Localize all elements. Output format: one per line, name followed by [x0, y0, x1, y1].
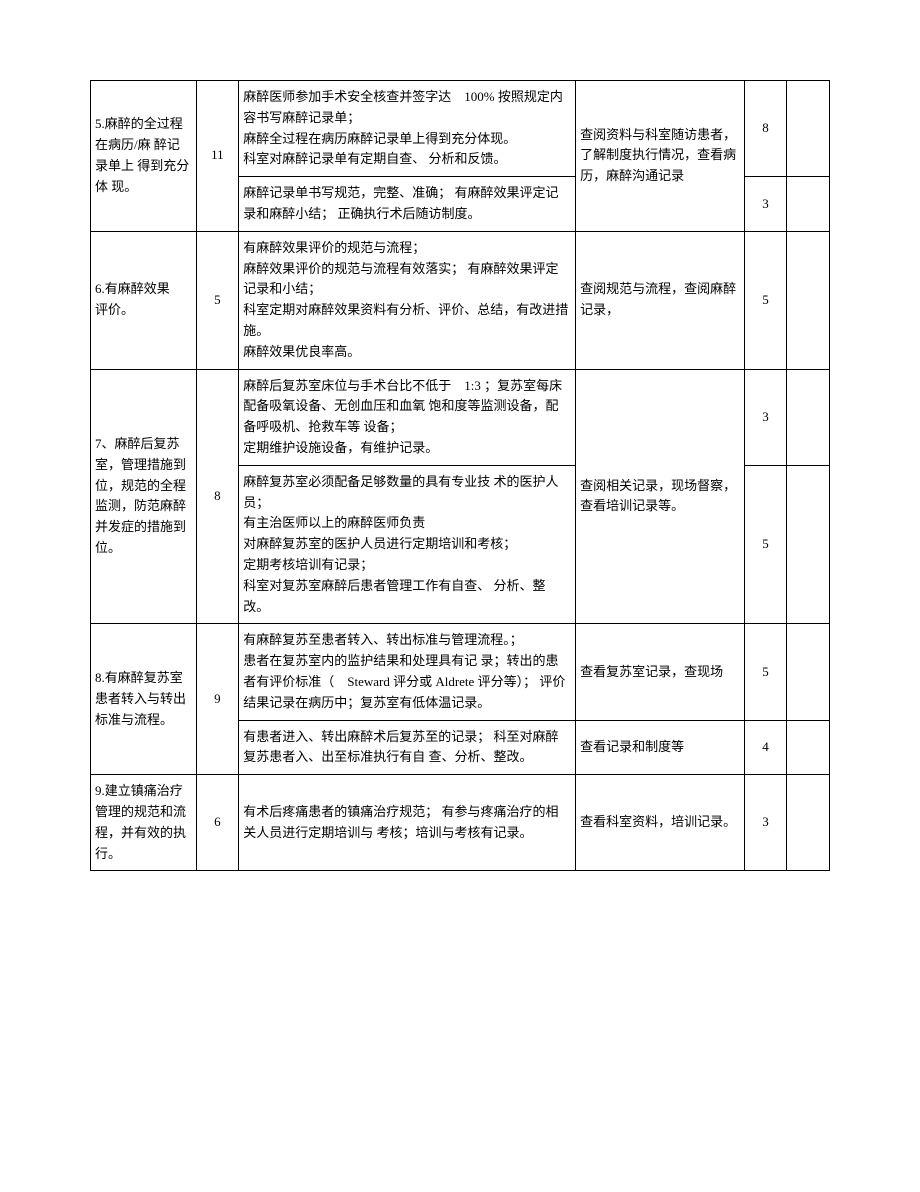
- blank-cell: [787, 81, 830, 177]
- criteria-cell: 麻醉医师参加手术安全核查并签字达 100% 按照规定内容书写麻醉记录单；麻醉全过…: [239, 81, 576, 177]
- evaluation-table: 5.麻醉的全过程在病历/麻 醉记录单上 得到充分体 现。 11 麻醉医师参加手术…: [90, 80, 830, 871]
- item-cell: 7、麻醉后复苏室，管理措施到位，规范的全程监测，防范麻醉并发症的措施到位。: [91, 369, 197, 624]
- blank-cell: [787, 231, 830, 369]
- criteria-cell: 麻醉记录单书写规范，完整、准确； 有麻醉效果评定记录和麻醉小结； 正确执行术后随…: [239, 177, 576, 232]
- sub-score-cell: 5: [744, 465, 787, 624]
- item-cell: 8.有麻醉复苏室患者转入与转出标准与流程。: [91, 624, 197, 775]
- blank-cell: [787, 624, 830, 720]
- criteria-cell: 有麻醉复苏至患者转入、转出标准与管理流程。；患者在复苏室内的监护结果和处理具有记…: [239, 624, 576, 720]
- blank-cell: [787, 775, 830, 871]
- criteria-cell: 有麻醉效果评价的规范与流程；麻醉效果评价的规范与流程有效落实； 有麻醉效果评定记…: [239, 231, 576, 369]
- table-row: 7、麻醉后复苏室，管理措施到位，规范的全程监测，防范麻醉并发症的措施到位。 8 …: [91, 369, 830, 465]
- blank-cell: [787, 177, 830, 232]
- method-cell: 查阅规范与流程，查阅麻醉记录，: [576, 231, 744, 369]
- method-cell: 查阅相关记录，现场督察，查看培训记录等。: [576, 369, 744, 624]
- blank-cell: [787, 720, 830, 775]
- item-cell: 9.建立镇痛治疗管理的规范和流程，并有效的执行。: [91, 775, 197, 871]
- sub-score-cell: 3: [744, 177, 787, 232]
- sub-score-cell: 8: [744, 81, 787, 177]
- table-row: 6.有麻醉效果 评价。 5 有麻醉效果评价的规范与流程；麻醉效果评价的规范与流程…: [91, 231, 830, 369]
- method-cell: 查看复苏室记录，查现场: [576, 624, 744, 720]
- item-cell: 6.有麻醉效果 评价。: [91, 231, 197, 369]
- criteria-cell: 有术后疼痛患者的镇痛治疗规范； 有参与疼痛治疗的相关人员进行定期培训与 考核；培…: [239, 775, 576, 871]
- sub-score-cell: 3: [744, 775, 787, 871]
- method-cell: 查看记录和制度等: [576, 720, 744, 775]
- criteria-cell: 有患者进入、转出麻醉术后复苏至的记录； 科至对麻醉复苏患者入、出至标准执行有自 …: [239, 720, 576, 775]
- sub-score-cell: 3: [744, 369, 787, 465]
- score-total-cell: 5: [196, 231, 239, 369]
- score-total-cell: 8: [196, 369, 239, 624]
- score-total-cell: 9: [196, 624, 239, 775]
- item-cell: 5.麻醉的全过程在病历/麻 醉记录单上 得到充分体 现。: [91, 81, 197, 232]
- table-row: 8.有麻醉复苏室患者转入与转出标准与流程。 9 有麻醉复苏至患者转入、转出标准与…: [91, 624, 830, 720]
- score-total-cell: 11: [196, 81, 239, 232]
- blank-cell: [787, 465, 830, 624]
- table-row: 9.建立镇痛治疗管理的规范和流程，并有效的执行。 6 有术后疼痛患者的镇痛治疗规…: [91, 775, 830, 871]
- sub-score-cell: 5: [744, 231, 787, 369]
- method-cell: 查阅资料与科室随访患者，了解制度执行情况，查看病历，麻醉沟通记录: [576, 81, 744, 232]
- method-cell: 查看科室资料，培训记录。: [576, 775, 744, 871]
- criteria-cell: 麻醉复苏室必须配备足够数量的具有专业技 术的医护人员；有主治医师以上的麻醉医师负…: [239, 465, 576, 624]
- criteria-cell: 麻醉后复苏室床位与手术台比不低于 1:3 ；复苏室每床配备吸氧设备、无创血压和血…: [239, 369, 576, 465]
- score-total-cell: 6: [196, 775, 239, 871]
- sub-score-cell: 5: [744, 624, 787, 720]
- sub-score-cell: 4: [744, 720, 787, 775]
- blank-cell: [787, 369, 830, 465]
- table-row: 5.麻醉的全过程在病历/麻 醉记录单上 得到充分体 现。 11 麻醉医师参加手术…: [91, 81, 830, 177]
